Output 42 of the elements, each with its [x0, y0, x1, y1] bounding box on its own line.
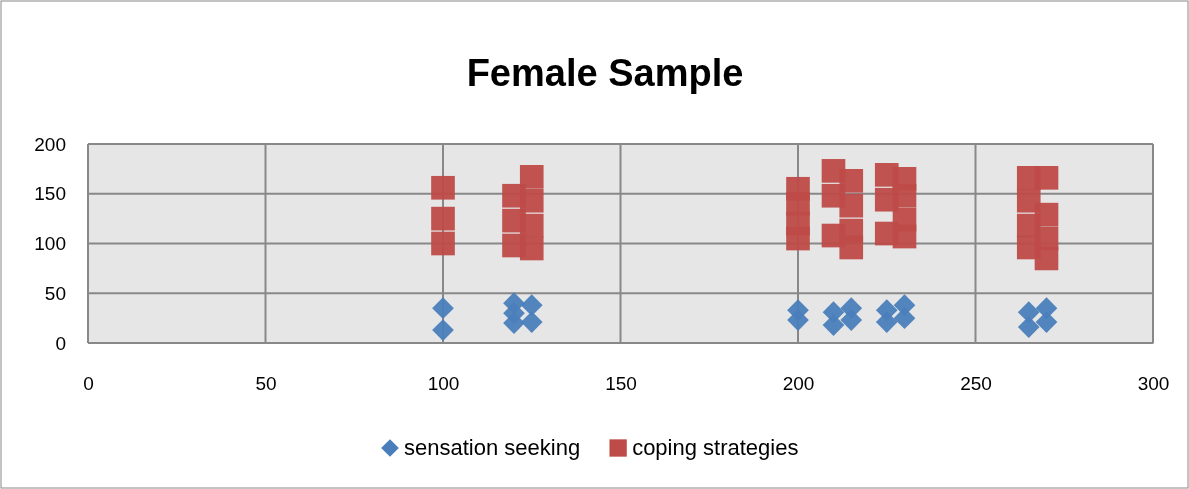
point	[431, 206, 455, 231]
point	[519, 165, 544, 189]
point	[839, 193, 864, 218]
point	[520, 311, 543, 333]
y-tick-label: 150	[34, 183, 66, 205]
point	[1034, 202, 1059, 227]
point	[1035, 311, 1058, 333]
point	[1034, 246, 1059, 271]
point	[432, 297, 454, 320]
point	[519, 188, 544, 213]
point	[839, 235, 864, 260]
point	[822, 314, 845, 336]
chart-title: Female Sample	[466, 52, 744, 94]
point	[786, 226, 810, 251]
x-tick-label: 0	[83, 373, 94, 395]
y-tick-label: 0	[55, 332, 66, 354]
y-tick-label: 50	[44, 282, 66, 304]
point	[875, 311, 898, 333]
point	[503, 312, 525, 334]
point	[1034, 166, 1059, 190]
x-tick-label: 100	[427, 373, 460, 395]
x-tick-label: 200	[782, 373, 815, 395]
point	[431, 231, 455, 256]
x-tick-label: 50	[255, 373, 277, 395]
x-tick-label: 250	[960, 373, 992, 395]
y-tick-label: 100	[34, 233, 66, 255]
y-tick-label: 200	[34, 133, 66, 155]
point	[839, 168, 864, 193]
x-tick-label: 300	[1137, 373, 1170, 395]
point	[892, 183, 917, 208]
point	[519, 213, 544, 238]
point	[893, 307, 916, 329]
point	[892, 224, 917, 249]
point	[840, 309, 863, 331]
legend-label: sensation seeking	[404, 435, 581, 460]
point	[787, 309, 809, 331]
point	[1017, 316, 1040, 338]
point	[432, 319, 454, 341]
x-tick-label: 150	[605, 373, 637, 395]
legend-label: coping strategies	[632, 435, 799, 460]
point	[431, 175, 455, 200]
point	[519, 236, 544, 261]
